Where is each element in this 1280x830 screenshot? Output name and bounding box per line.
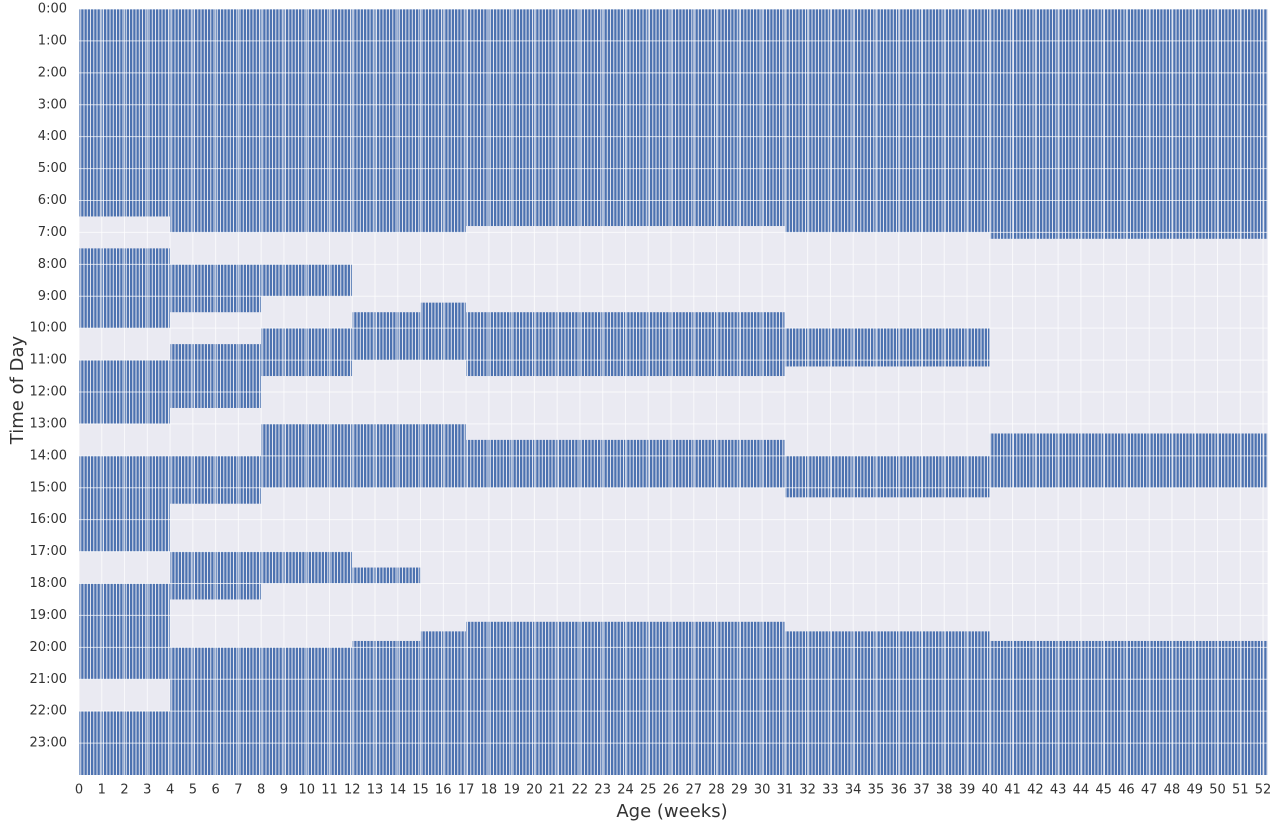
y-tick-label: 19:00 xyxy=(30,608,67,623)
sleep-block xyxy=(784,9,990,233)
x-tick-label: 26 xyxy=(663,783,680,798)
x-tick-label: 12 xyxy=(344,783,361,798)
sleep-block xyxy=(352,312,421,361)
x-tick-label: 2 xyxy=(120,783,128,798)
x-tick-label: 13 xyxy=(367,783,384,798)
x-tick-label: 43 xyxy=(1050,783,1067,798)
x-tick-label: 32 xyxy=(799,783,816,798)
sleep-block xyxy=(352,640,421,775)
x-tick-label: 19 xyxy=(503,783,520,798)
x-tick-label: 10 xyxy=(298,783,315,798)
x-tick-label: 9 xyxy=(280,783,288,798)
y-tick-label: 8:00 xyxy=(38,257,67,272)
x-tick-label: 14 xyxy=(390,783,407,798)
y-tick-label: 5:00 xyxy=(38,161,67,176)
x-tick-label: 22 xyxy=(572,783,589,798)
x-tick-label: 29 xyxy=(731,783,748,798)
x-tick-label: 36 xyxy=(890,783,907,798)
x-tick-label: 31 xyxy=(777,783,794,798)
x-tick-label: 30 xyxy=(754,783,771,798)
y-tick-label: 4:00 xyxy=(38,129,67,144)
x-tick-label: 17 xyxy=(458,783,475,798)
x-tick-label: 27 xyxy=(686,783,703,798)
x-tick-label: 49 xyxy=(1186,783,1203,798)
x-tick-label: 3 xyxy=(143,783,151,798)
y-tick-label: 9:00 xyxy=(38,289,67,304)
x-tick-label: 8 xyxy=(257,783,265,798)
y-tick-label: 12:00 xyxy=(30,385,67,400)
x-tick-label: 41 xyxy=(1004,783,1021,798)
sleep-block xyxy=(784,455,990,498)
sleep-block xyxy=(352,9,421,233)
x-tick-label: 47 xyxy=(1141,783,1158,798)
x-tick-label: 45 xyxy=(1095,783,1112,798)
x-tick-label: 0 xyxy=(75,783,83,798)
x-tick-label: 34 xyxy=(845,783,862,798)
x-tick-label: 18 xyxy=(481,783,498,798)
x-tick-label: 6 xyxy=(211,783,219,798)
x-tick-label: 5 xyxy=(189,783,197,798)
y-tick-label: 13:00 xyxy=(30,416,67,431)
sleep-block xyxy=(989,9,1268,239)
y-tick-label: 0:00 xyxy=(38,2,67,17)
y-axis-label: Time of Day xyxy=(7,335,28,445)
x-tick-label: 38 xyxy=(936,783,953,798)
x-tick-label: 35 xyxy=(868,783,885,798)
x-tick-label: 1 xyxy=(98,783,106,798)
x-tick-label: 39 xyxy=(959,783,976,798)
y-tick-label: 15:00 xyxy=(30,480,67,495)
x-tick-label: 21 xyxy=(549,783,566,798)
sleep-block xyxy=(352,567,421,584)
x-tick-label: 51 xyxy=(1232,783,1249,798)
x-tick-label: 40 xyxy=(982,783,999,798)
y-tick-label: 10:00 xyxy=(30,321,67,336)
sleep-block xyxy=(989,433,1268,488)
x-tick-label: 20 xyxy=(526,783,543,798)
x-tick-label: 4 xyxy=(166,783,174,798)
y-tick-label: 22:00 xyxy=(30,704,67,719)
x-axis-label: Age (weeks) xyxy=(616,801,727,822)
x-tick-label: 52 xyxy=(1255,783,1272,798)
x-tick-label: 25 xyxy=(640,783,657,798)
x-tick-label: 50 xyxy=(1209,783,1226,798)
y-tick-label: 7:00 xyxy=(38,225,67,240)
x-tick-label: 33 xyxy=(822,783,839,798)
x-tick-label: 48 xyxy=(1164,783,1181,798)
y-tick-label: 17:00 xyxy=(30,544,67,559)
x-tick-label: 42 xyxy=(1027,783,1044,798)
x-tick-label: 37 xyxy=(913,783,930,798)
x-tick-label: 23 xyxy=(594,783,611,798)
sleep-block xyxy=(989,640,1268,775)
y-tick-label: 23:00 xyxy=(30,736,67,751)
x-tick-label: 28 xyxy=(708,783,725,798)
x-tick-label: 46 xyxy=(1118,783,1135,798)
y-tick-label: 11:00 xyxy=(30,353,67,368)
x-tick-label: 11 xyxy=(321,783,338,798)
y-tick-label: 20:00 xyxy=(30,640,67,655)
y-tick-label: 16:00 xyxy=(30,512,67,527)
x-tick-label: 44 xyxy=(1073,783,1090,798)
sleep-block xyxy=(784,328,990,367)
y-tick-label: 14:00 xyxy=(30,448,67,463)
y-tick-label: 18:00 xyxy=(30,576,67,591)
x-tick-label: 16 xyxy=(435,783,452,798)
sleep-block xyxy=(784,631,990,775)
x-tick-label: 15 xyxy=(412,783,429,798)
x-tick-label: 7 xyxy=(234,783,242,798)
y-tick-label: 21:00 xyxy=(30,672,67,687)
y-tick-label: 3:00 xyxy=(38,97,67,112)
y-tick-label: 6:00 xyxy=(38,193,67,208)
x-tick-label: 24 xyxy=(617,783,634,798)
y-tick-label: 1:00 xyxy=(38,33,67,48)
y-tick-label: 2:00 xyxy=(38,65,67,80)
